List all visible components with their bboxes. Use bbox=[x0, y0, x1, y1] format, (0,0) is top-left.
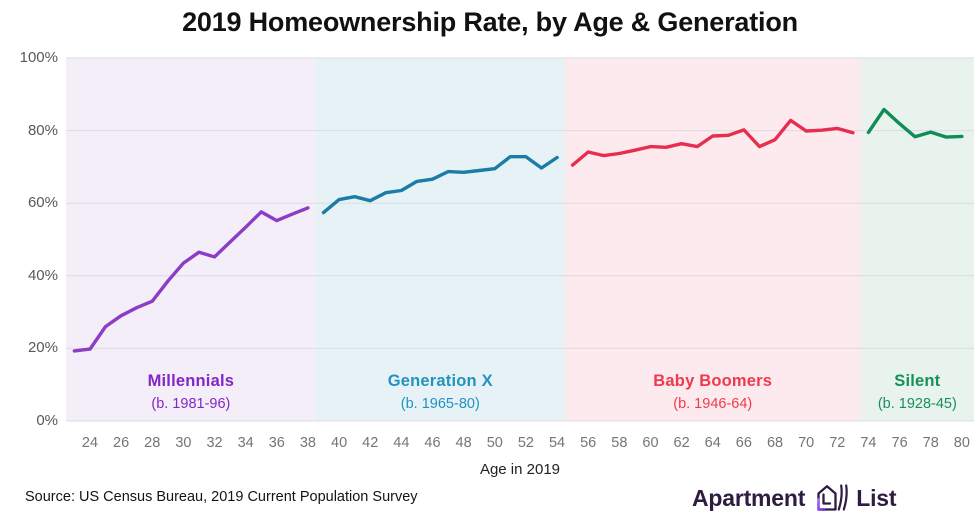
logo-word-list: List bbox=[856, 484, 897, 511]
x-tick-label: 56 bbox=[580, 435, 597, 451]
source-text: Source: US Census Bureau, 2019 Current P… bbox=[25, 489, 418, 505]
x-tick-label: 76 bbox=[891, 435, 908, 451]
x-tick-label: 70 bbox=[798, 435, 815, 451]
y-tick-label: 80% bbox=[27, 121, 58, 139]
generation-band-millennials bbox=[66, 58, 316, 421]
x-tick-label: 24 bbox=[81, 435, 99, 451]
generation-years-baby-boomers: (b. 1946-64) bbox=[673, 396, 753, 412]
x-tick-label: 72 bbox=[829, 435, 846, 451]
series-line-generation-x bbox=[321, 154, 559, 215]
x-tick-label: 80 bbox=[953, 435, 970, 451]
series-line-silent bbox=[866, 107, 964, 139]
y-tick-label: 0% bbox=[36, 412, 58, 429]
generation-years-generation-x: (b. 1965-80) bbox=[400, 396, 480, 412]
x-tick-label: 44 bbox=[393, 435, 410, 451]
generation-band-generation-x bbox=[315, 58, 565, 421]
apartment-list-icon bbox=[817, 484, 848, 511]
x-tick-label: 64 bbox=[704, 435, 721, 451]
generation-label-millennials: Millennials bbox=[147, 372, 235, 390]
generation-label-baby-boomers: Baby Boomers bbox=[653, 372, 773, 390]
x-tick-label: 68 bbox=[766, 435, 784, 451]
x-tick-label: 50 bbox=[486, 435, 503, 451]
series-line-millennials bbox=[72, 206, 310, 353]
generation-band-baby-boomers bbox=[564, 58, 861, 421]
x-tick-label: 54 bbox=[548, 435, 566, 451]
y-tick-label: 20% bbox=[27, 339, 58, 357]
y-tick-label: 60% bbox=[27, 194, 58, 212]
y-tick-label: 100% bbox=[19, 49, 58, 66]
x-tick-label: 28 bbox=[144, 435, 161, 451]
x-tick-label: 52 bbox=[517, 435, 534, 451]
generation-label-generation-x: Generation X bbox=[387, 372, 493, 390]
x-tick-label: 40 bbox=[331, 435, 348, 451]
x-tick-label: 60 bbox=[642, 435, 659, 451]
apartment-list-logo: Apartment List bbox=[692, 478, 897, 518]
generation-years-silent: (b. 1928-45) bbox=[877, 396, 957, 412]
x-tick-label: 46 bbox=[424, 435, 441, 451]
x-tick-label: 74 bbox=[860, 435, 877, 451]
series-line-baby-boomers bbox=[570, 118, 855, 167]
x-tick-label: 30 bbox=[175, 435, 192, 451]
generation-label-silent: Silent bbox=[894, 372, 941, 390]
x-tick-label: 38 bbox=[299, 435, 316, 451]
plot-area: 0% 20% 40% 60% 80% 100% 24 26 28 30 32 34 36 38 40 42 44… bbox=[20, 49, 974, 451]
y-tick-label: 40% bbox=[27, 266, 58, 284]
x-tick-label: 48 bbox=[455, 435, 472, 451]
x-tick-label: 58 bbox=[611, 435, 628, 451]
logo-word-apartment: Apartment bbox=[692, 484, 806, 511]
generation-years-millennials: (b. 1981-96) bbox=[151, 396, 231, 412]
x-tick-label: 78 bbox=[922, 435, 939, 451]
x-tick-label: 62 bbox=[673, 435, 690, 451]
x-axis-title: Age in 2019 bbox=[479, 461, 561, 478]
x-tick-label: 26 bbox=[113, 435, 130, 451]
x-tick-label: 36 bbox=[268, 435, 285, 451]
chart-canvas bbox=[66, 57, 974, 422]
x-tick-label: 66 bbox=[735, 435, 752, 451]
chart-title: 2019 Homeownership Rate, by Age & Genera… bbox=[182, 7, 798, 37]
x-tick-label: 34 bbox=[237, 435, 254, 451]
x-tick-label: 32 bbox=[206, 435, 223, 451]
x-tick-label: 42 bbox=[362, 435, 379, 451]
